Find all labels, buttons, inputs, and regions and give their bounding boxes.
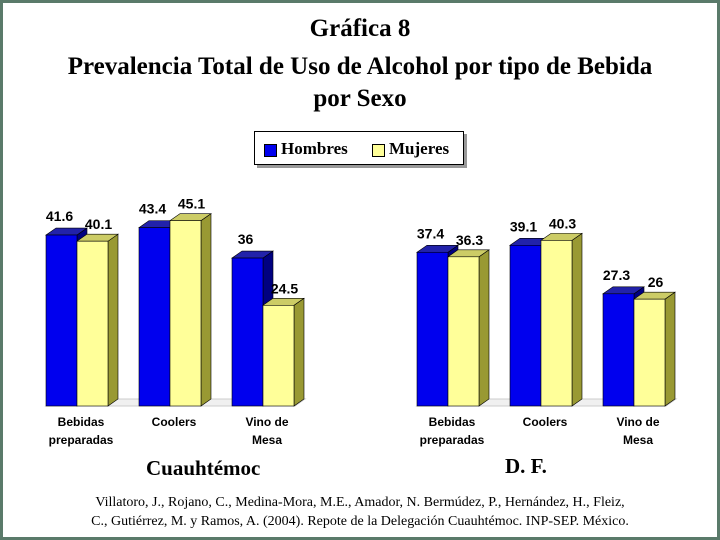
- chart-title-line-1: Gráfica 8: [309, 15, 411, 42]
- category-label: Vino de: [616, 415, 659, 429]
- chart-legend: Hombres Mujeres: [254, 131, 464, 165]
- category-label: Bebidas: [58, 415, 105, 429]
- category-label: preparadas: [420, 433, 485, 447]
- bar-mujeres-side: [293, 297, 305, 407]
- bar-mujeres-side: [664, 291, 676, 407]
- bar-mujeres: [169, 220, 202, 407]
- category-label: Coolers: [523, 415, 568, 429]
- chart-title-line-2: Prevalencia Total de Uso de Alcohol por …: [67, 53, 653, 80]
- value-label-mujeres: 26: [648, 274, 664, 290]
- category-label: Mesa: [623, 433, 653, 447]
- value-label-mujeres: 45.1: [178, 196, 205, 212]
- value-label-hombres: 39.1: [510, 218, 537, 234]
- category-label: preparadas: [49, 433, 114, 447]
- value-label-mujeres: 40.1: [85, 216, 112, 232]
- bar-mujeres: [447, 256, 480, 407]
- source-citation: Villatoro, J., Rojano, C., Medina-Mora, …: [30, 493, 690, 531]
- bar-hombres: [602, 293, 635, 407]
- value-label-mujeres: 24.5: [271, 280, 298, 296]
- legend-swatch-hombres: [264, 144, 277, 157]
- bar-mujeres-side: [571, 232, 583, 407]
- value-label-hombres: 36: [238, 231, 254, 247]
- bar-hombres: [231, 257, 264, 407]
- source-line-2: C., Gutiérrez, M. y Ramos, A. (2004). Re…: [91, 514, 629, 529]
- group-label-df: D. F.: [505, 454, 547, 478]
- value-label-hombres: 27.3: [603, 267, 630, 283]
- bar-hombres: [45, 234, 78, 407]
- legend-label-hombres: Hombres: [281, 139, 348, 158]
- value-label-hombres: 43.4: [139, 201, 166, 217]
- value-label-mujeres: 36.3: [456, 232, 483, 248]
- bar-mujeres-side: [200, 213, 212, 407]
- bar-mujeres-side: [107, 233, 119, 407]
- chart-title-line-3: por Sexo: [313, 85, 407, 112]
- bar-hombres: [509, 244, 542, 407]
- value-label-hombres: 41.6: [46, 208, 73, 224]
- bar-mujeres: [633, 298, 666, 407]
- source-line-1: Villatoro, J., Rojano, C., Medina-Mora, …: [95, 495, 625, 510]
- bar-hombres: [416, 251, 449, 407]
- category-label: Mesa: [252, 433, 282, 447]
- category-label: Vino de: [245, 415, 288, 429]
- bar-mujeres: [76, 240, 109, 407]
- legend-label-mujeres: Mujeres: [389, 139, 450, 158]
- bar-mujeres: [540, 240, 573, 407]
- legend-swatch-mujeres: [372, 144, 385, 157]
- bar-mujeres-side: [478, 249, 490, 407]
- bar-mujeres: [262, 305, 295, 407]
- group-label-cuauhtemoc: Cuauhtémoc: [146, 456, 261, 480]
- category-label: Coolers: [152, 415, 197, 429]
- value-label-mujeres: 40.3: [549, 215, 576, 231]
- bar-hombres: [138, 227, 171, 407]
- category-label: Bebidas: [429, 415, 476, 429]
- value-label-hombres: 37.4: [417, 225, 444, 241]
